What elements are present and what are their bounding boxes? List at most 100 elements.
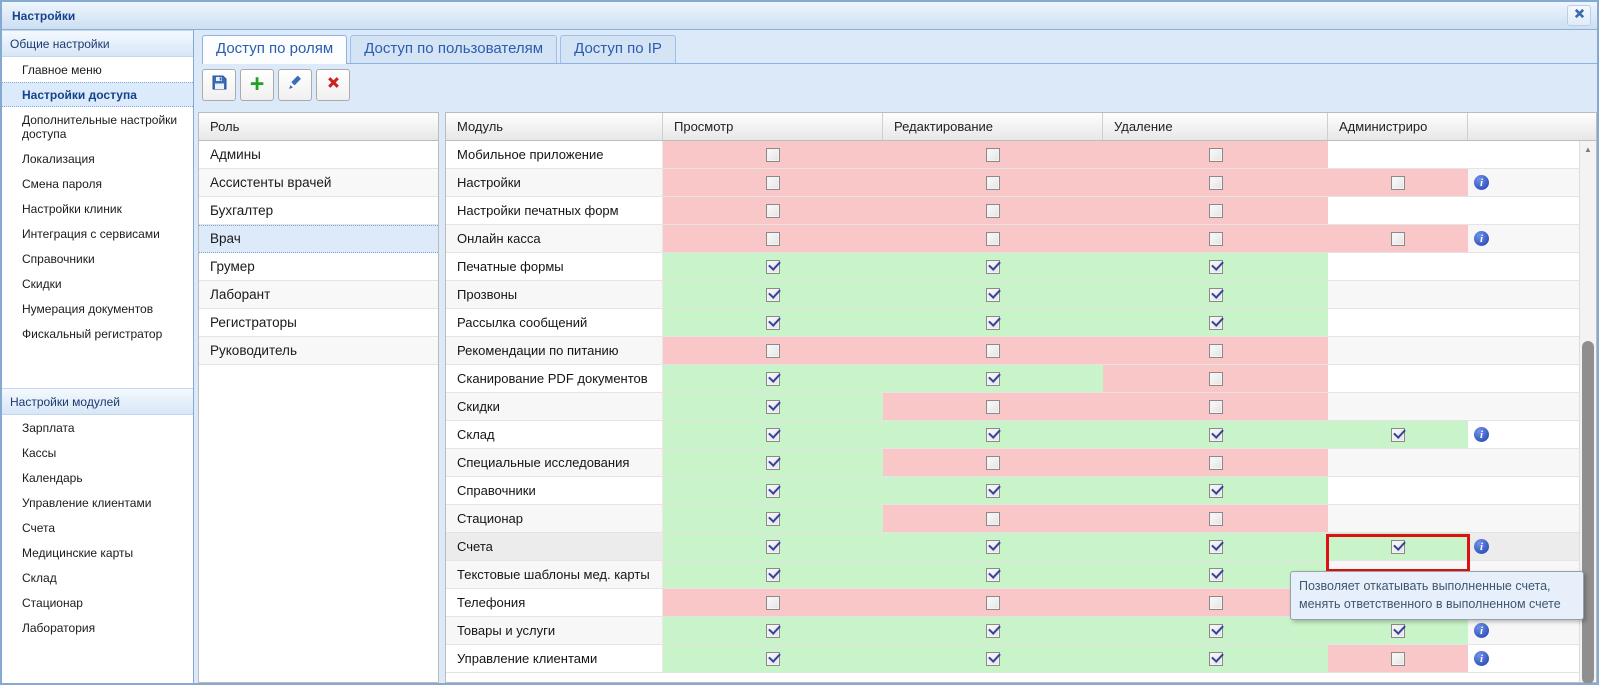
checkbox-unchecked[interactable] xyxy=(1208,203,1223,218)
checkbox-unchecked[interactable] xyxy=(986,511,1000,526)
perm-cell-edit[interactable] xyxy=(883,281,1103,308)
add-button[interactable]: + xyxy=(240,69,274,101)
permission-row[interactable]: Сканирование PDF документов xyxy=(446,365,1596,393)
perm-cell-view[interactable] xyxy=(663,477,883,504)
perm-cell-delete[interactable] xyxy=(1103,141,1328,168)
perm-cell-delete[interactable] xyxy=(1103,253,1328,280)
checkbox-checked[interactable] xyxy=(1208,623,1223,638)
checkbox-unchecked[interactable] xyxy=(766,231,780,246)
perm-cell-view[interactable] xyxy=(663,617,883,644)
perm-cell-view[interactable] xyxy=(663,169,883,196)
perm-cell-view[interactable] xyxy=(663,505,883,532)
perm-cell-edit[interactable] xyxy=(883,589,1103,616)
perm-cell-view[interactable] xyxy=(663,589,883,616)
perm-cell-delete[interactable] xyxy=(1103,477,1328,504)
checkbox-checked[interactable] xyxy=(1208,287,1223,302)
perm-cell-edit[interactable] xyxy=(883,505,1103,532)
sidebar-item[interactable]: Локализация xyxy=(22,152,95,166)
role-row[interactable]: Грумер xyxy=(199,253,438,281)
permission-row[interactable]: Настройки i xyxy=(446,169,1596,197)
checkbox-unchecked[interactable] xyxy=(1391,175,1405,190)
perm-cell-delete[interactable] xyxy=(1103,393,1328,420)
checkbox-checked[interactable] xyxy=(1208,567,1223,582)
checkbox-unchecked[interactable] xyxy=(986,399,1000,414)
perm-cell-delete[interactable] xyxy=(1103,225,1328,252)
perm-cell-delete[interactable] xyxy=(1103,645,1328,672)
checkbox-checked[interactable] xyxy=(766,539,780,554)
vertical-scrollbar[interactable]: ▲ xyxy=(1579,141,1596,683)
checkbox-checked[interactable] xyxy=(986,315,1000,330)
checkbox-unchecked[interactable] xyxy=(986,595,1000,610)
info-icon[interactable]: i xyxy=(1474,427,1489,442)
checkbox-checked[interactable] xyxy=(986,651,1000,666)
role-row[interactable]: Регистраторы xyxy=(199,309,438,337)
checkbox-checked[interactable] xyxy=(986,539,1000,554)
scroll-up-icon[interactable]: ▲ xyxy=(1584,145,1592,154)
checkbox-unchecked[interactable] xyxy=(1391,651,1405,666)
perm-cell-admin[interactable] xyxy=(1328,225,1468,252)
perm-cell-edit[interactable] xyxy=(883,169,1103,196)
perm-cell-admin[interactable] xyxy=(1326,533,1470,572)
permission-row[interactable]: Настройки печатных форм xyxy=(446,197,1596,225)
close-button[interactable] xyxy=(1567,5,1591,26)
sidebar-item[interactable]: Зарплата xyxy=(22,421,75,435)
permission-row[interactable]: Стационар xyxy=(446,505,1596,533)
checkbox-checked[interactable] xyxy=(1208,651,1223,666)
checkbox-checked[interactable] xyxy=(986,483,1000,498)
checkbox-unchecked[interactable] xyxy=(1208,231,1223,246)
checkbox-checked[interactable] xyxy=(986,623,1000,638)
checkbox-unchecked[interactable] xyxy=(986,343,1000,358)
sidebar-item[interactable]: Календарь xyxy=(22,471,83,485)
perm-cell-edit[interactable] xyxy=(883,617,1103,644)
permission-row[interactable]: Мобильное приложение xyxy=(446,141,1596,169)
perm-cell-edit[interactable] xyxy=(883,253,1103,280)
perm-cell-view[interactable] xyxy=(663,645,883,672)
perm-cell-view[interactable] xyxy=(663,365,883,392)
checkbox-unchecked[interactable] xyxy=(986,455,1000,470)
perm-cell-delete[interactable] xyxy=(1103,617,1328,644)
sidebar-item[interactable]: Справочники xyxy=(22,252,95,266)
tab-ip[interactable]: Доступ по IP xyxy=(560,35,676,63)
permission-row[interactable]: Онлайн касса i xyxy=(446,225,1596,253)
perm-cell-edit[interactable] xyxy=(883,225,1103,252)
sidebar-item[interactable]: Управление клиентами xyxy=(22,496,152,510)
perm-cell-admin[interactable] xyxy=(1328,421,1468,448)
checkbox-unchecked[interactable] xyxy=(1208,371,1223,386)
sidebar-item[interactable]: Склад xyxy=(22,571,57,585)
checkbox-unchecked[interactable] xyxy=(1208,595,1223,610)
role-row[interactable]: Бухгалтер xyxy=(199,197,438,225)
sidebar-item[interactable]: Настройки доступа xyxy=(2,82,193,107)
edit-button[interactable] xyxy=(278,69,312,101)
permission-row[interactable]: Скидки xyxy=(446,393,1596,421)
perm-cell-edit[interactable] xyxy=(883,197,1103,224)
sidebar-item[interactable]: Лаборатория xyxy=(22,621,96,635)
perm-cell-delete[interactable] xyxy=(1103,169,1328,196)
perm-cell-admin[interactable] xyxy=(1328,645,1468,672)
perm-cell-delete[interactable] xyxy=(1103,337,1328,364)
checkbox-checked[interactable] xyxy=(986,371,1000,386)
perm-cell-view[interactable] xyxy=(663,449,883,476)
perm-cell-edit[interactable] xyxy=(883,645,1103,672)
scrollbar-thumb[interactable] xyxy=(1582,341,1594,683)
checkbox-checked[interactable] xyxy=(766,259,780,274)
perm-cell-view[interactable] xyxy=(663,561,883,588)
permission-row[interactable]: Справочники xyxy=(446,477,1596,505)
perm-cell-edit[interactable] xyxy=(883,393,1103,420)
checkbox-unchecked[interactable] xyxy=(1208,175,1223,190)
checkbox-checked[interactable] xyxy=(986,287,1000,302)
checkbox-checked[interactable] xyxy=(1391,539,1405,554)
perm-cell-view[interactable] xyxy=(663,421,883,448)
checkbox-checked[interactable] xyxy=(1391,427,1405,442)
checkbox-checked[interactable] xyxy=(766,315,780,330)
perm-cell-view[interactable] xyxy=(663,253,883,280)
checkbox-unchecked[interactable] xyxy=(986,175,1000,190)
checkbox-checked[interactable] xyxy=(1208,315,1223,330)
checkbox-checked[interactable] xyxy=(766,455,780,470)
sidebar-item[interactable]: Кассы xyxy=(22,446,57,460)
checkbox-checked[interactable] xyxy=(986,567,1000,582)
sidebar-item[interactable]: Интеграция с сервисами xyxy=(22,227,160,241)
checkbox-checked[interactable] xyxy=(766,399,780,414)
sidebar-item[interactable]: Дополнительные настройки доступа xyxy=(22,113,178,141)
checkbox-checked[interactable] xyxy=(766,511,780,526)
sidebar-item[interactable]: Смена пароля xyxy=(22,177,102,191)
